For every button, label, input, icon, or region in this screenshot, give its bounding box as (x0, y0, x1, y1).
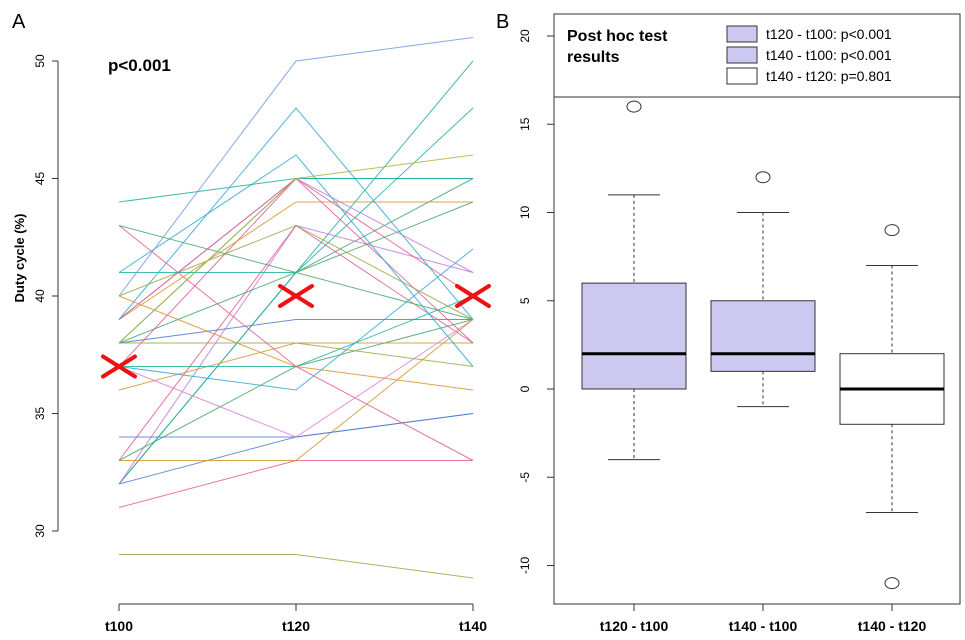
legend-label: t120 - t100: p<0.001 (766, 26, 892, 42)
legend-label: t140 - t100: p<0.001 (766, 47, 892, 63)
legend-item: t140 - t100: p<0.001 (726, 46, 892, 64)
panel-b-y-tick-label: 20 (518, 29, 532, 43)
panel-b-x-tick-label: t140 - t100 (729, 618, 798, 634)
panel-a-series-line-31 (118, 154, 474, 344)
panel-b-plot-frame (553, 13, 961, 605)
panel-b-y-tick-label: 15 (518, 117, 532, 131)
panel-a-y-tick-label: 50 (33, 54, 47, 68)
legend-item: t140 - t120: p=0.801 (726, 67, 892, 85)
legend-label: t140 - t120: p=0.801 (766, 68, 892, 84)
panel-b-legend: t120 - t100: p<0.001 t140 - t100: p<0.001… (726, 25, 892, 85)
panel-a-series-line-27 (118, 225, 474, 461)
box-iqr (581, 282, 687, 390)
panel-a-series-line-29 (118, 178, 473, 203)
box-outlier (884, 224, 900, 237)
panel-b-y-tick-label: 0 (518, 385, 532, 392)
panel-b-y-ticks: -10 -5 0 5 10 15 20 (518, 29, 554, 574)
panel-a-series-line-3 (118, 413, 474, 485)
panel-a-mean-marker (101, 354, 137, 379)
panel-a-y-axis-title: Duty cycle (%) (12, 214, 27, 303)
panel-b-title: Post hoc test results (567, 28, 672, 66)
panel-a-y-tick-label: 35 (33, 407, 47, 421)
panel-b: B Post hoc test results t120 - t100: p<0… (496, 11, 961, 634)
panel-a-x-tick-label: t100 (105, 618, 133, 634)
panel-a: A p<0.001 Duty cycle (%) 30 35 40 45 50 t100… (12, 11, 491, 634)
box-outlier (884, 577, 900, 590)
panel-a-series-line-4 (118, 178, 474, 485)
panel-b-label: B (496, 11, 509, 33)
panel-b-boxes (581, 100, 945, 590)
legend-swatch (726, 67, 758, 85)
panel-a-y-ticks: 30 35 40 45 50 (33, 54, 58, 538)
panel-b-x-ticks: t120 - t100 t140 - t100 t140 - t120 (600, 604, 927, 634)
panel-b-y-tick-label: 10 (518, 206, 532, 220)
panel-a-y-tick-label: 45 (33, 172, 47, 186)
panel-a-mean-marker (278, 284, 314, 308)
panel-a-series-line-16 (118, 319, 473, 344)
panel-b-title-line-2: results (567, 49, 620, 66)
panel-a-x-ticks: t100 t120 t140 (105, 604, 487, 634)
panel-b-title-line-1: Post hoc test (567, 28, 668, 45)
panel-a-series-line-25 (119, 107, 474, 273)
panel-a-series-line-13 (119, 295, 474, 367)
panel-a-series-line-30 (118, 37, 474, 297)
panel-a-y-tick-label: 40 (33, 289, 47, 303)
panel-a-x-tick-label: t140 (459, 618, 487, 634)
panel-b-x-tick-label: t140 - t120 (858, 618, 927, 634)
panel-a-mean-markers (101, 284, 491, 379)
panel-a-x-tick-label: t120 (282, 618, 310, 634)
panel-a-series-line-28 (118, 225, 474, 320)
panel-b-y-tick-label: -10 (518, 557, 532, 575)
panel-a-series-line-1 (119, 554, 474, 579)
panel-b-box-2 (710, 171, 816, 408)
panel-a-series-line-2 (118, 460, 473, 508)
panel-b-box-3 (839, 224, 945, 590)
panel-a-mean-marker (455, 284, 491, 308)
panel-a-series-line-22 (118, 107, 474, 320)
panel-a-annotation: p<0.001 (108, 56, 171, 75)
panel-a-series-line-26 (118, 154, 474, 367)
panel-b-box-1 (581, 100, 687, 461)
panel-b-y-tick-label: 5 (518, 297, 532, 304)
box-outlier (755, 171, 771, 184)
panel-b-x-tick-label: t120 - t100 (600, 618, 669, 634)
panel-a-series (118, 37, 474, 579)
panel-a-series-line-10 (119, 413, 474, 438)
panel-b-y-tick-label: -5 (518, 472, 532, 483)
legend-swatch (726, 25, 758, 43)
box-outlier (626, 100, 642, 113)
panel-a-series-line-32 (118, 319, 474, 438)
panel-a-y-tick-label: 30 (33, 524, 47, 538)
box-iqr (710, 300, 816, 372)
panel-a-label: A (12, 11, 26, 33)
legend-item: t120 - t100: p<0.001 (726, 25, 892, 43)
legend-swatch (726, 46, 758, 64)
panel-a-series-line-7 (119, 319, 474, 461)
panel-a-series-line-20 (118, 201, 473, 320)
